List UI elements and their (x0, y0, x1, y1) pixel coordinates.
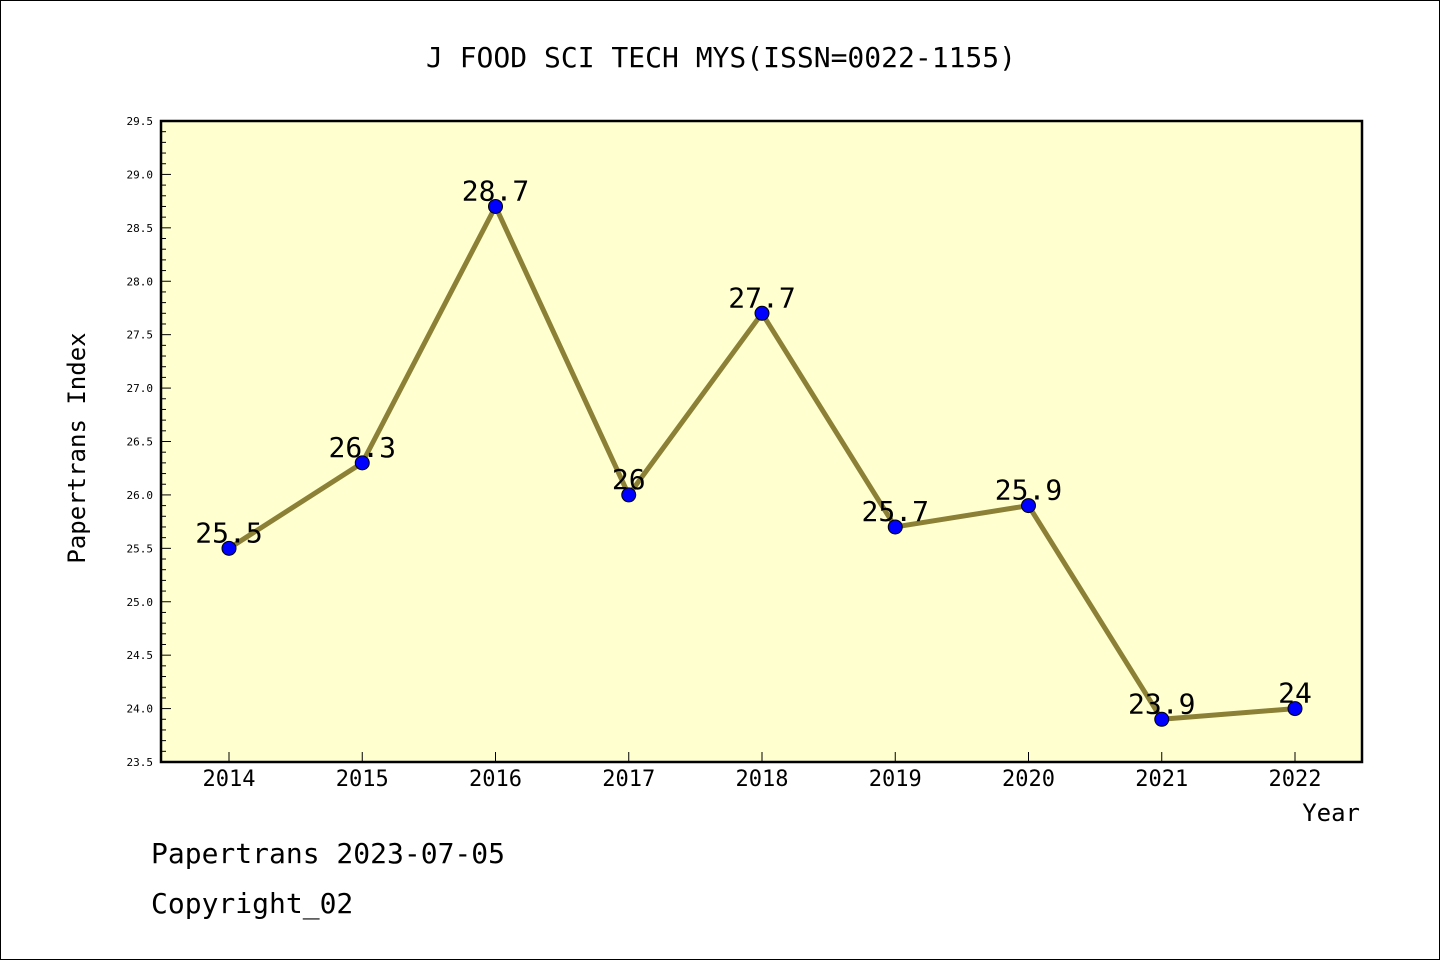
footer-copyright-text: Copyright_02 (151, 887, 354, 920)
x-tick-label: 2016 (469, 767, 522, 792)
x-tick-label: 2014 (203, 767, 256, 792)
x-tick-label: 2019 (869, 767, 922, 792)
y-tick-label: 28.5 (127, 222, 154, 235)
data-label: 25.5 (195, 516, 262, 549)
y-tick-label: 26.0 (127, 489, 154, 502)
data-label: 26.3 (329, 431, 396, 464)
data-label: 25.7 (862, 495, 929, 528)
y-axis-label: Papertrans Index (63, 332, 91, 563)
x-tick-label: 2017 (602, 767, 655, 792)
data-point-marker (1154, 711, 1170, 727)
data-point-marker (1287, 701, 1303, 717)
data-label: 28.7 (462, 174, 529, 207)
series-markers (221, 198, 1303, 727)
y-tick-label: 24.5 (127, 649, 154, 662)
y-tick-label: 26.5 (127, 436, 154, 449)
data-labels: 25.5 26.3 28.7 26 27.7 25.7 25.9 23.9 24 (195, 174, 1312, 720)
y-tick-label: 29.5 (127, 115, 154, 128)
y-tick-label: 24.0 (127, 703, 154, 716)
data-label: 27.7 (728, 281, 795, 314)
y-tick-label: 25.0 (127, 596, 154, 609)
data-point-marker (354, 455, 370, 471)
y-axis: 23.5 24.0 24.5 25.0 25.5 26.0 26.5 27.0 27.5 28.0… (127, 115, 171, 769)
data-point-marker (221, 540, 237, 556)
y-tick-label: 28.0 (127, 275, 154, 288)
data-label: 25.9 (995, 474, 1062, 507)
x-tick-label: 2018 (736, 767, 789, 792)
x-tick-label: 2015 (336, 767, 389, 792)
y-tick-label: 27.0 (127, 382, 154, 395)
x-axis-label: Year (1302, 799, 1360, 827)
data-label: 24 (1278, 677, 1312, 710)
data-label: 23.9 (1128, 687, 1195, 720)
x-tick-label: 2021 (1135, 767, 1188, 792)
x-tick-label: 2020 (1002, 767, 1055, 792)
data-point-marker (754, 305, 770, 321)
footer-date-text: Papertrans 2023-07-05 (151, 837, 506, 870)
data-point-marker (488, 198, 503, 214)
y-tick-label: 23.5 (127, 756, 154, 769)
plot-area (159, 119, 1364, 764)
chart-title: J FOOD SCI TECH MYS(ISSN=0022-1155) (426, 41, 1016, 74)
x-axis: 2014 2015 2016 2017 2018 2019 2020 2021 2022 (203, 752, 1322, 792)
data-label: 26 (612, 463, 646, 496)
data-point-marker (887, 519, 903, 535)
data-point-marker (1021, 498, 1036, 514)
x-tick-label: 2022 (1269, 767, 1322, 792)
y-tick-label: 25.5 (127, 542, 154, 555)
y-tick-label: 27.5 (127, 329, 154, 342)
y-tick-label: 29.0 (127, 168, 154, 181)
data-point-marker (621, 487, 637, 503)
